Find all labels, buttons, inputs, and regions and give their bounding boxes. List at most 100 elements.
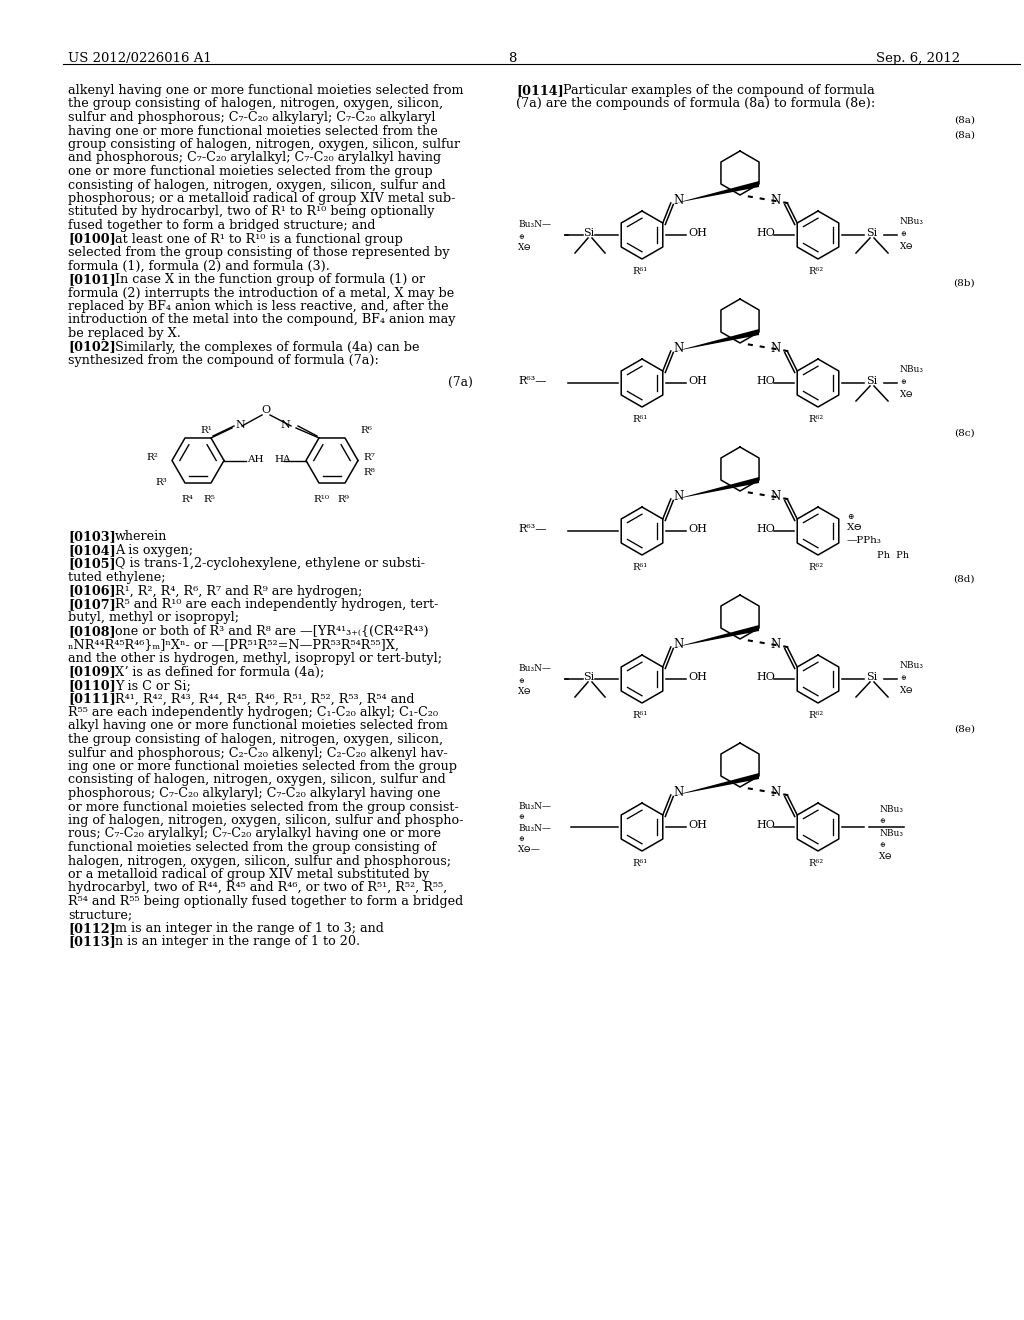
- Text: R⁵⁵ are each independently hydrogen; C₁-C₂₀ alkyl; C₁-C₂₀: R⁵⁵ are each independently hydrogen; C₁-…: [68, 706, 438, 719]
- Text: [0110]: [0110]: [68, 678, 116, 692]
- Text: formula (2) interrupts the introduction of a metal, X may be: formula (2) interrupts the introduction …: [68, 286, 455, 300]
- Text: [0114]: [0114]: [516, 84, 564, 96]
- Text: R⁷: R⁷: [362, 453, 375, 462]
- Text: [0109]: [0109]: [68, 665, 116, 678]
- Text: R⁶²: R⁶²: [808, 711, 823, 719]
- Text: Si: Si: [583, 228, 594, 238]
- Text: ⊕: ⊕: [847, 513, 853, 521]
- Text: O: O: [261, 405, 270, 414]
- Text: R⁶¹: R⁶¹: [632, 414, 647, 424]
- Text: [0104]: [0104]: [68, 544, 116, 557]
- Text: alkyl having one or more functional moieties selected from: alkyl having one or more functional moie…: [68, 719, 447, 733]
- Text: phosphorous; C₇-C₂₀ alkylaryl; C₇-C₂₀ alkylaryl having one: phosphorous; C₇-C₂₀ alkylaryl; C₇-C₂₀ al…: [68, 787, 440, 800]
- Text: (8a): (8a): [954, 116, 975, 125]
- Text: ⊕: ⊕: [900, 230, 906, 238]
- Text: ⊕: ⊕: [879, 817, 885, 825]
- Text: one or more functional moieties selected from the group: one or more functional moieties selected…: [68, 165, 432, 178]
- Text: hydrocarbyl, two of R⁴⁴, R⁴⁵ and R⁴⁶, or two of R⁵¹, R⁵², R⁵⁵,: hydrocarbyl, two of R⁴⁴, R⁴⁵ and R⁴⁶, or…: [68, 882, 447, 895]
- Text: X⊖: X⊖: [518, 686, 531, 696]
- Text: X⊖: X⊖: [518, 243, 531, 252]
- Text: HO: HO: [756, 228, 775, 238]
- Text: R²: R²: [146, 453, 158, 462]
- Text: N: N: [674, 638, 684, 651]
- Text: (8e): (8e): [954, 725, 975, 734]
- Text: HA: HA: [274, 455, 291, 465]
- Text: [0111]: [0111]: [68, 693, 116, 705]
- Text: NBu₃: NBu₃: [879, 829, 903, 838]
- Text: sulfur and phosphorous; C₇-C₂₀ alkylaryl; C₇-C₂₀ alkylaryl: sulfur and phosphorous; C₇-C₂₀ alkylaryl…: [68, 111, 435, 124]
- Text: In case X in the function group of formula (1) or: In case X in the function group of formu…: [115, 273, 425, 286]
- Text: tuted ethylene;: tuted ethylene;: [68, 572, 166, 583]
- Text: Bu₃N—: Bu₃N—: [518, 664, 551, 673]
- Text: [0107]: [0107]: [68, 598, 116, 611]
- Text: R⁸: R⁸: [362, 469, 375, 478]
- Text: sulfur and phosphorous; C₂-C₂₀ alkenyl; C₂-C₂₀ alkenyl hav-: sulfur and phosphorous; C₂-C₂₀ alkenyl; …: [68, 747, 447, 759]
- Text: R¹: R¹: [200, 426, 212, 436]
- Text: [0100]: [0100]: [68, 232, 116, 246]
- Text: X⊖: X⊖: [900, 242, 913, 251]
- Text: R⁵: R⁵: [203, 495, 215, 503]
- Text: X⊖: X⊖: [847, 523, 863, 532]
- Polygon shape: [676, 329, 759, 351]
- Text: ⊕: ⊕: [879, 841, 885, 849]
- Text: R⁴¹, R⁴², R⁴³, R⁴⁴, R⁴⁵, R⁴⁶, R⁵¹, R⁵², R⁵³, R⁵⁴ and: R⁴¹, R⁴², R⁴³, R⁴⁴, R⁴⁵, R⁴⁶, R⁵¹, R⁵², …: [115, 693, 415, 705]
- Text: and phosphorous; C₇-C₂₀ arylalkyl; C₇-C₂₀ arylalkyl having: and phosphorous; C₇-C₂₀ arylalkyl; C₇-C₂…: [68, 152, 441, 165]
- Text: stituted by hydrocarbyl, two of R¹ to R¹⁰ being optionally: stituted by hydrocarbyl, two of R¹ to R¹…: [68, 206, 434, 219]
- Text: Particular examples of the compound of formula: Particular examples of the compound of f…: [563, 84, 874, 96]
- Text: one or both of R³ and R⁸ are —[YR⁴¹₃₊₍{(CR⁴²R⁴³): one or both of R³ and R⁸ are —[YR⁴¹₃₊₍{(…: [115, 624, 429, 638]
- Text: OH: OH: [688, 820, 707, 830]
- Text: phosphorous; or a metalloid radical of group XIV metal sub-: phosphorous; or a metalloid radical of g…: [68, 191, 456, 205]
- Text: R¹⁰: R¹⁰: [313, 495, 329, 503]
- Text: Similarly, the complexes of formula (4a) can be: Similarly, the complexes of formula (4a)…: [115, 341, 420, 354]
- Text: Bu₃N—: Bu₃N—: [518, 803, 551, 810]
- Text: group consisting of halogen, nitrogen, oxygen, silicon, sulfur: group consisting of halogen, nitrogen, o…: [68, 139, 460, 150]
- Text: butyl, methyl or isopropyl;: butyl, methyl or isopropyl;: [68, 611, 239, 624]
- Text: [0101]: [0101]: [68, 273, 116, 286]
- Text: NBu₃: NBu₃: [900, 366, 924, 374]
- Text: —PPh₃: —PPh₃: [847, 536, 882, 545]
- Text: introduction of the metal into the compound, BF₄ anion may: introduction of the metal into the compo…: [68, 314, 456, 326]
- Text: [0105]: [0105]: [68, 557, 116, 570]
- Text: HO: HO: [756, 376, 775, 385]
- Text: [0113]: [0113]: [68, 936, 116, 949]
- Text: X⊖: X⊖: [900, 389, 913, 399]
- Text: ⊕: ⊕: [900, 675, 906, 682]
- Text: consisting of halogen, nitrogen, oxygen, silicon, sulfur and: consisting of halogen, nitrogen, oxygen,…: [68, 178, 445, 191]
- Text: or a metalloid radical of group XIV metal substituted by: or a metalloid radical of group XIV meta…: [68, 869, 429, 880]
- Text: X⊖—: X⊖—: [518, 845, 541, 854]
- Text: OH: OH: [688, 672, 707, 682]
- Text: Si: Si: [866, 376, 878, 385]
- Text: Bu₃N—: Bu₃N—: [518, 824, 551, 833]
- Text: Si: Si: [866, 228, 878, 238]
- Text: X⊖: X⊖: [879, 851, 893, 861]
- Text: Si: Si: [866, 672, 878, 682]
- Text: R⁹: R⁹: [337, 495, 349, 503]
- Text: R⁶²: R⁶²: [808, 564, 823, 572]
- Text: N: N: [770, 638, 780, 651]
- Text: [0102]: [0102]: [68, 341, 116, 354]
- Text: selected from the group consisting of those represented by: selected from the group consisting of th…: [68, 246, 450, 259]
- Text: R⁵⁴ and R⁵⁵ being optionally fused together to form a bridged: R⁵⁴ and R⁵⁵ being optionally fused toget…: [68, 895, 463, 908]
- Text: Si: Si: [583, 672, 594, 682]
- Text: N: N: [770, 785, 780, 799]
- Text: R³: R³: [156, 478, 167, 487]
- Text: R⁵ and R¹⁰ are each independently hydrogen, tert-: R⁵ and R¹⁰ are each independently hydrog…: [115, 598, 438, 611]
- Text: R⁶³—: R⁶³—: [518, 376, 547, 385]
- Text: R⁶²: R⁶²: [808, 859, 823, 869]
- Text: N: N: [674, 194, 684, 207]
- Polygon shape: [676, 181, 759, 203]
- Text: R⁶¹: R⁶¹: [632, 267, 647, 276]
- Text: (8a): (8a): [954, 131, 975, 140]
- Text: n is an integer in the range of 1 to 20.: n is an integer in the range of 1 to 20.: [115, 936, 360, 949]
- Text: ⊕: ⊕: [518, 234, 524, 242]
- Polygon shape: [676, 774, 759, 795]
- Text: OH: OH: [688, 228, 707, 238]
- Text: alkenyl having one or more functional moieties selected from: alkenyl having one or more functional mo…: [68, 84, 464, 96]
- Text: R⁶³—: R⁶³—: [518, 524, 547, 535]
- Text: 8: 8: [508, 51, 516, 65]
- Text: N: N: [674, 785, 684, 799]
- Text: Bu₃N—: Bu₃N—: [518, 220, 551, 228]
- Text: R⁶¹: R⁶¹: [632, 859, 647, 869]
- Text: the group consisting of halogen, nitrogen, oxygen, silicon,: the group consisting of halogen, nitroge…: [68, 98, 443, 111]
- Text: formula (1), formula (2) and formula (3).: formula (1), formula (2) and formula (3)…: [68, 260, 330, 272]
